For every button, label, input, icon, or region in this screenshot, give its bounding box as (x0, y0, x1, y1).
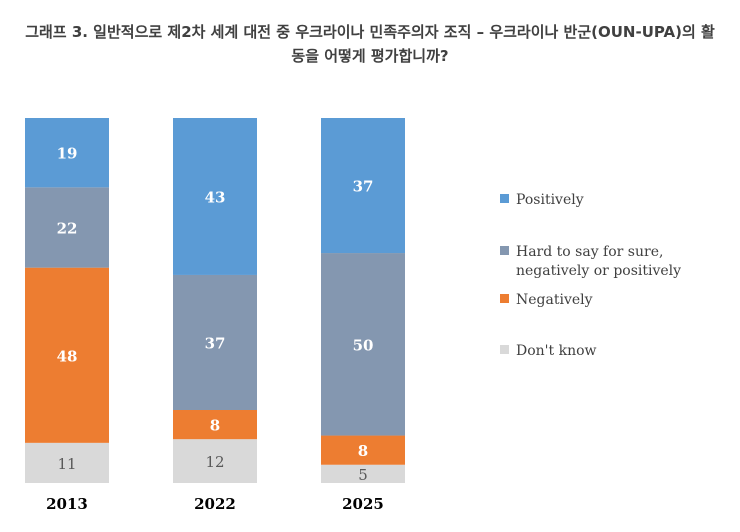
bar-segment-don-t-know-2022 (173, 439, 257, 483)
bar-segment-negatively-2025 (321, 435, 405, 465)
data-label-positively-2013: 19 (57, 145, 78, 163)
chart-title: 그래프 3. 일반적으로 제2차 세계 대전 중 우크라이나 민족주의자 조직 … (25, 23, 715, 65)
legend-swatch-negatively (500, 294, 509, 303)
data-label-negatively-2025: 8 (358, 442, 368, 460)
bar-segment-negatively-2013 (25, 267, 109, 443)
legend-label-hard-to-say-for-sure-negatively-or-positively: Hard to say for sure, negatively or posit… (516, 244, 681, 279)
legend-label-don-t-know: Don't know (516, 343, 597, 359)
data-label-hard-to-say-for-sure-negatively-or-positively-2022: 37 (205, 334, 226, 352)
bar-segment-positively-2013 (25, 118, 109, 188)
legend-swatch-hard-to-say-for-sure-negatively-or-positively (500, 246, 509, 255)
data-label-positively-2025: 37 (353, 178, 374, 196)
legend-label-positively: Positively (516, 192, 584, 208)
legend-swatch-positively (500, 194, 509, 203)
data-label-positively-2022: 43 (205, 188, 226, 206)
data-label-negatively-2013: 48 (57, 347, 78, 365)
x-tick-label-2013: 2013 (46, 495, 88, 513)
data-label-don-t-know-2022: 12 (205, 453, 224, 471)
bar-segment-hard-to-say-for-sure-negatively-or-positively-2025 (321, 253, 405, 436)
x-tick-label-2022: 2022 (194, 495, 236, 513)
bar-segment-positively-2022 (173, 118, 257, 275)
data-label-negatively-2022: 8 (210, 417, 220, 435)
legend-swatch-don-t-know (500, 345, 509, 354)
data-label-don-t-know-2013: 11 (57, 455, 76, 473)
legend-label-negatively: Negatively (516, 292, 593, 308)
bar-segment-hard-to-say-for-sure-negatively-or-positively-2022 (173, 274, 257, 410)
data-label-don-t-know-2025: 5 (358, 466, 368, 484)
bar-segment-don-t-know-2025 (321, 464, 405, 483)
x-tick-label-2025: 2025 (342, 495, 384, 513)
bar-segment-negatively-2022 (173, 410, 257, 440)
bar-segment-hard-to-say-for-sure-negatively-or-positively-2013 (25, 187, 109, 268)
bar-segment-positively-2025 (321, 118, 405, 254)
data-label-hard-to-say-for-sure-negatively-or-positively-2013: 22 (57, 220, 78, 238)
bar-segment-don-t-know-2013 (25, 442, 109, 483)
data-label-hard-to-say-for-sure-negatively-or-positively-2025: 50 (353, 336, 374, 354)
